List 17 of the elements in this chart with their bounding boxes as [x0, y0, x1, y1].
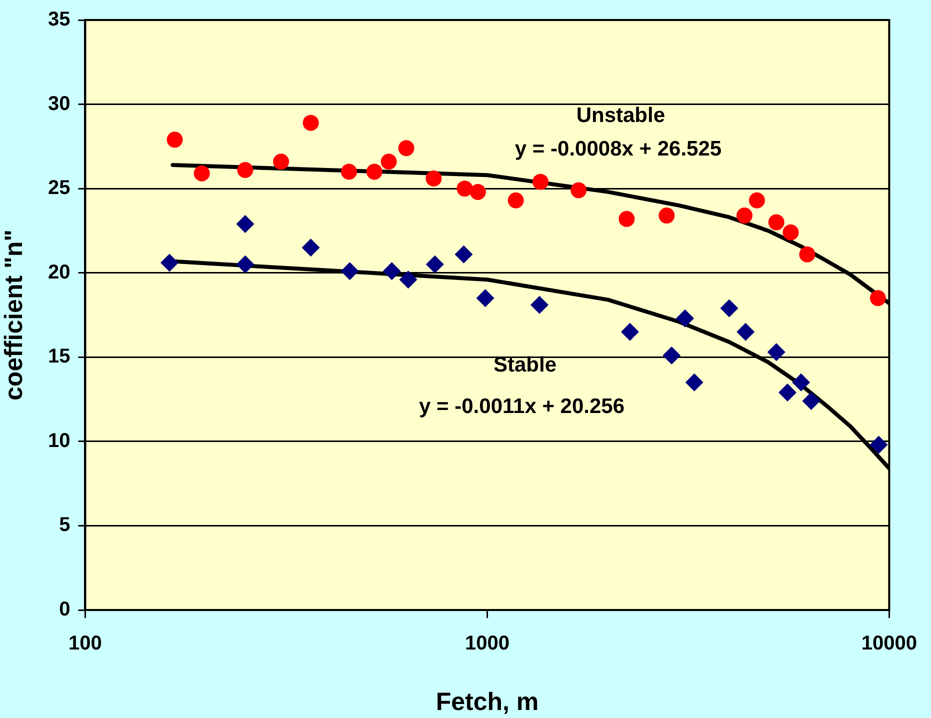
y-axis-title: coefficient "n" [0, 230, 28, 400]
y-tick-label: 10 [48, 430, 70, 452]
y-tick-label: 35 [48, 8, 70, 31]
annotation: Unstable [576, 104, 666, 127]
y-tick-label: 5 [59, 514, 70, 536]
x-tick-label: 100 [68, 632, 102, 655]
x-tick-label: 10000 [861, 632, 918, 655]
annotation: Stable [493, 354, 557, 377]
y-tick-label: 15 [48, 346, 70, 368]
annotation: y = -0.0011x + 20.256 [419, 394, 625, 418]
annotation: y = -0.0008x + 26.525 [514, 138, 722, 161]
y-tick-label: 0 [59, 598, 70, 621]
x-tick-label: 1000 [464, 632, 510, 655]
y-tick-label: 25 [48, 177, 70, 200]
y-tick-label: 20 [48, 261, 70, 284]
x-axis-title: Fetch, m [436, 688, 539, 716]
y-tick-label: 30 [48, 92, 70, 115]
